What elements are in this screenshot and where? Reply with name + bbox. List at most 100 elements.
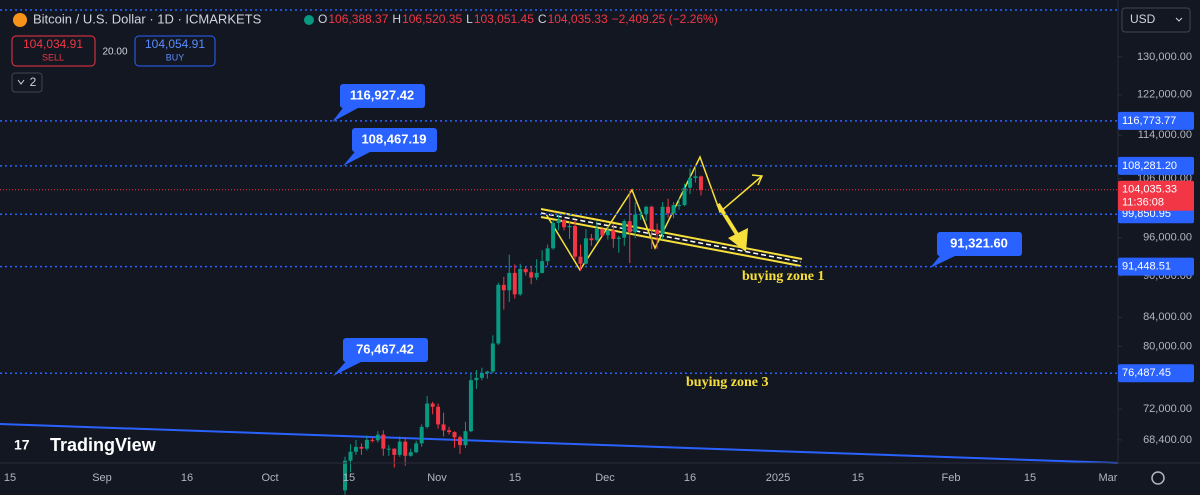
candle-body xyxy=(496,284,501,344)
candle-body xyxy=(660,206,665,234)
candle-body xyxy=(562,219,567,228)
candle-body xyxy=(353,446,358,452)
x-tick-label: 15 xyxy=(509,472,521,484)
candle-body xyxy=(605,230,610,236)
x-tick-label: 15 xyxy=(4,472,16,484)
candle-body xyxy=(386,448,391,450)
layers-count: 2 xyxy=(30,75,37,89)
ohlc-key: C xyxy=(538,12,547,26)
candle-body xyxy=(589,238,594,241)
candle-body xyxy=(622,221,627,238)
candle-body xyxy=(666,206,671,214)
x-tick-label: Mar xyxy=(1099,472,1118,484)
candle-body xyxy=(518,268,523,295)
candle-body xyxy=(403,441,408,456)
y-tick-label: 68,400.00 xyxy=(1143,434,1192,446)
candle-body xyxy=(408,452,413,456)
channel-mid xyxy=(540,212,802,263)
candle-body xyxy=(627,221,632,233)
ohlc-value: 106,520.35 xyxy=(402,12,462,26)
sell-price: 104,034.91 xyxy=(23,37,83,51)
buy-button[interactable] xyxy=(134,35,216,67)
currency-button[interactable] xyxy=(1121,7,1191,33)
price-line-tag xyxy=(1118,156,1194,175)
countdown: 11:36:08 xyxy=(1122,197,1164,209)
logo-mark: 17 xyxy=(14,437,30,453)
y-tick-label: 96,000.00 xyxy=(1143,232,1192,244)
candle-body xyxy=(687,178,692,188)
layers-button[interactable] xyxy=(11,72,43,93)
currency: USD xyxy=(1130,12,1156,26)
arrow-head xyxy=(751,174,764,186)
candle-body xyxy=(441,424,446,431)
candle-body xyxy=(479,373,484,378)
candle-body xyxy=(359,446,364,449)
candle-body xyxy=(452,432,457,438)
candle-body xyxy=(583,238,588,264)
ohlc-value: 103,051.45 xyxy=(474,12,534,26)
down-arrow xyxy=(716,202,740,238)
price-line-label: 99,850.95 xyxy=(1122,208,1171,220)
candle-body xyxy=(397,441,402,455)
candle-body xyxy=(698,176,703,190)
candle-body xyxy=(463,431,468,446)
candle-body xyxy=(638,213,643,215)
x-tick-label: Feb xyxy=(942,472,961,484)
price-line-tag xyxy=(1118,257,1194,276)
candle-body xyxy=(512,272,517,295)
callout xyxy=(340,84,425,108)
candle-body xyxy=(578,256,583,264)
y-tick-label: 80,000.00 xyxy=(1143,340,1192,352)
callout xyxy=(937,232,1022,256)
candle-body xyxy=(419,426,424,444)
candle-body xyxy=(545,248,550,262)
candle-body xyxy=(523,268,528,273)
candle-body xyxy=(370,439,375,441)
candle-body xyxy=(649,206,654,230)
logo: TradingView xyxy=(50,435,157,455)
y-tick-label: 114,000.00 xyxy=(1138,129,1192,141)
x-tick-label: 2025 xyxy=(766,472,790,484)
candle-body xyxy=(677,205,682,207)
candle-body xyxy=(572,226,577,257)
trend-line xyxy=(0,423,1119,464)
sell-button[interactable] xyxy=(11,35,96,67)
candle-body xyxy=(671,205,676,214)
price-line-label: 76,487.45 xyxy=(1122,367,1171,379)
callout-tail xyxy=(333,358,361,376)
candle-body xyxy=(381,434,386,449)
symbol: Bitcoin / U.S. Dollar · 1D · ICMARKETS xyxy=(33,11,262,26)
candle-body xyxy=(457,437,462,446)
callout-label: 91,321.60 xyxy=(950,235,1008,250)
price-line-tag xyxy=(1118,111,1194,130)
candle-body xyxy=(364,439,369,449)
candle-body xyxy=(425,403,430,427)
candle-body xyxy=(392,448,397,455)
ohlc: O 106,388.37 H 106,520.35 L 103,051.45 C 104,03… xyxy=(318,12,718,26)
candle-body xyxy=(655,229,660,234)
x-tick-label: 16 xyxy=(684,472,696,484)
annotation: buying zone 3 xyxy=(686,375,768,390)
price-line-label: 108,281.20 xyxy=(1122,160,1177,172)
y-tick-label: 122,000.00 xyxy=(1137,89,1192,101)
ohlc-key: H xyxy=(392,12,401,26)
candle-body xyxy=(485,371,490,374)
channel-line xyxy=(540,208,803,260)
annotation: buying zone 1 xyxy=(742,269,824,284)
settings-button[interactable] xyxy=(1151,471,1165,485)
price-line-label: 91,448.51 xyxy=(1122,261,1171,273)
candle-body xyxy=(348,451,353,461)
candle-body xyxy=(529,272,534,278)
candle-body xyxy=(551,222,556,249)
candle-body xyxy=(693,176,698,179)
x-tick-label: Dec xyxy=(595,472,615,484)
candle-body xyxy=(616,237,621,239)
x-tick-label: 15 xyxy=(343,472,355,484)
market-status[interactable] xyxy=(304,15,314,25)
candle-body xyxy=(507,272,512,291)
candle-body xyxy=(567,226,572,228)
y-tick-label: 72,000.00 xyxy=(1143,403,1192,415)
y-tick-label: 130,000.00 xyxy=(1137,51,1192,63)
candle-body xyxy=(375,434,380,441)
